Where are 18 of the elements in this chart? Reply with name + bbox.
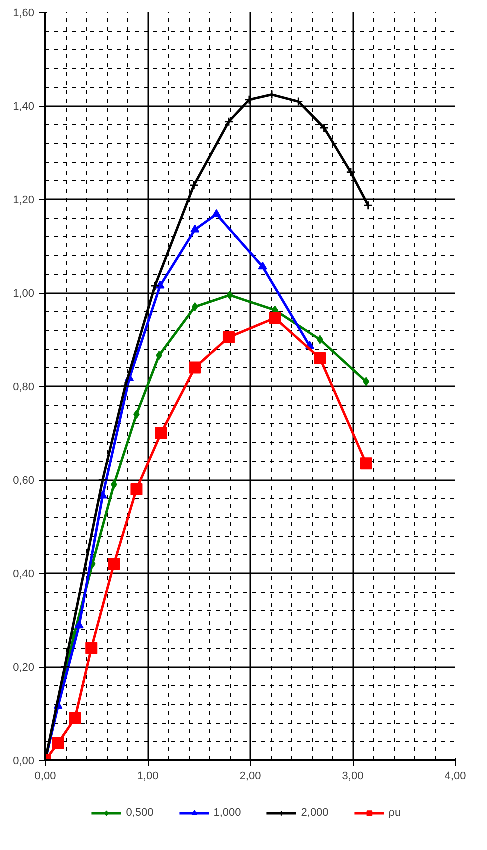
- x-tick-label: 1,00: [137, 770, 159, 782]
- legend-label: 1,000: [214, 806, 242, 818]
- x-tick-label: 3,00: [342, 770, 364, 782]
- y-tick-label: 1,20: [13, 194, 35, 206]
- x-tick-label: 4,00: [444, 770, 466, 782]
- x-tick-label: 0,00: [34, 770, 56, 782]
- y-tick-label: 1,40: [13, 101, 35, 113]
- legend-label: 2,000: [301, 806, 329, 818]
- x-tick-label: 2,00: [240, 770, 262, 782]
- y-tick-label: 0,40: [13, 568, 35, 580]
- legend-label: 0,500: [126, 806, 154, 818]
- legend-label: ρu: [388, 806, 402, 818]
- y-tick-label: 0,00: [13, 756, 35, 768]
- y-tick-label: 1,60: [13, 8, 35, 20]
- y-tick-label: 1,00: [13, 288, 35, 300]
- y-tick-label: 0,80: [13, 382, 35, 394]
- y-tick-label: 0,60: [13, 475, 35, 487]
- y-tick-label: 0,20: [13, 662, 35, 674]
